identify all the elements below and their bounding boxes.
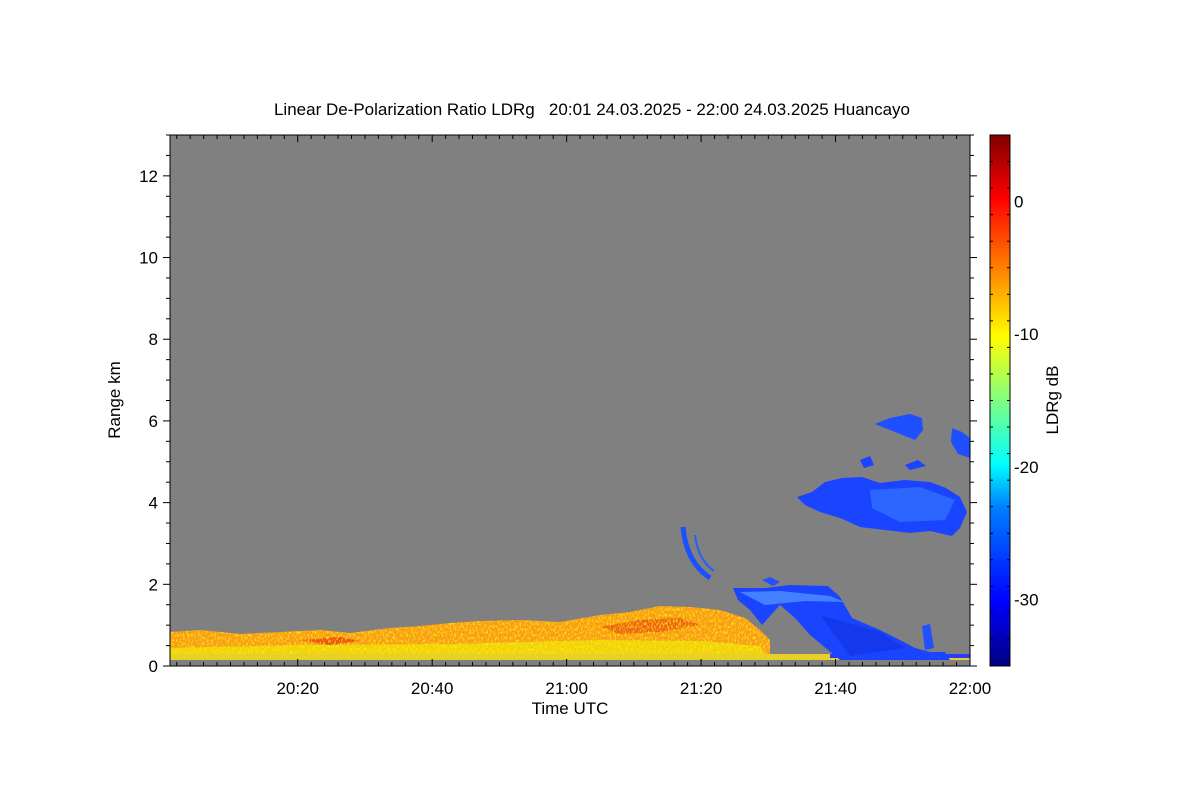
x-axis: 20:20 20:40 21:00 21:20 21:40 22:00 — [176, 135, 992, 698]
x-tick-label: 22:00 — [949, 679, 992, 698]
y-tick-label: 12 — [139, 167, 158, 186]
upper-clouds — [875, 414, 970, 458]
y-tick-label: 0 — [149, 657, 158, 676]
colorbar-label: LDRg dB — [1043, 366, 1062, 435]
colorbar-tick-label: 0 — [1014, 192, 1023, 211]
arc-streaks — [680, 526, 715, 581]
y-tick-label: 6 — [149, 412, 158, 431]
y-tick-label: 2 — [149, 575, 158, 594]
aerosol-layer — [170, 606, 770, 660]
y-tick-label: 10 — [139, 249, 158, 268]
ground-strip — [170, 654, 970, 660]
y-axis: 0 2 4 6 8 10 12 — [139, 134, 977, 676]
chart-title: Linear De-Polarization Ratio LDRg 20:01 … — [274, 100, 910, 119]
colorbar-tick-label: -30 — [1014, 591, 1039, 610]
colorbar-tick-label: -20 — [1014, 458, 1039, 477]
colorbar-axis: 0 -10 -20 -30 — [990, 134, 1039, 667]
x-tick-label: 21:00 — [545, 679, 588, 698]
mid-cloud — [797, 456, 967, 536]
x-tick-label: 21:20 — [680, 679, 723, 698]
x-tick-label: 21:40 — [814, 679, 857, 698]
x-axis-label: Time UTC — [532, 699, 609, 718]
y-axis-label: Range km — [105, 361, 124, 438]
low-cloud — [733, 577, 950, 660]
plot-area — [170, 135, 970, 666]
y-tick-label: 8 — [149, 330, 158, 349]
colorbar-tick-label: -10 — [1014, 325, 1039, 344]
y-tick-label: 4 — [149, 494, 158, 513]
x-tick-label: 20:40 — [411, 679, 454, 698]
data-features — [170, 414, 970, 660]
x-tick-label: 20:20 — [276, 679, 319, 698]
